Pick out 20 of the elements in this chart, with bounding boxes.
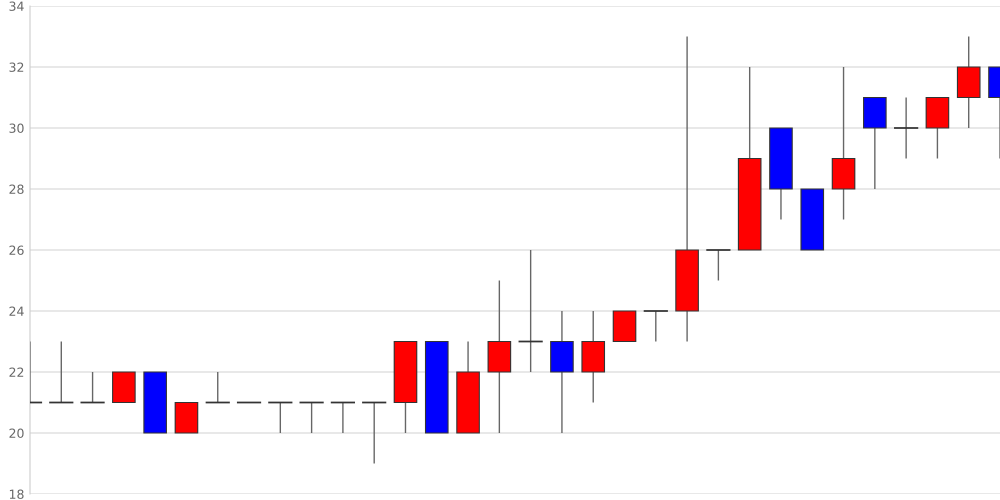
y-tick-label: 32 xyxy=(9,62,24,72)
candlestick xyxy=(330,402,356,434)
candlestick xyxy=(206,371,230,404)
y-tick-label: 34 xyxy=(9,1,24,11)
candlestick xyxy=(362,402,386,464)
y-tick-label: 22 xyxy=(9,367,24,377)
candlestick xyxy=(894,96,918,160)
candlestick xyxy=(80,371,105,404)
y-tick-label: 18 xyxy=(10,489,24,499)
y-tick-label: 26 xyxy=(9,245,24,255)
y-tick-label: 30 xyxy=(9,123,24,133)
candlestick xyxy=(706,249,730,282)
y-tick-label: 24 xyxy=(9,306,24,316)
candlestick xyxy=(49,340,74,404)
y-tick-label: 20 xyxy=(9,428,24,438)
candlestick xyxy=(300,402,324,434)
candlestick xyxy=(268,402,292,434)
candlestick xyxy=(518,249,543,373)
candlestick xyxy=(644,310,668,342)
y-tick-label: 28 xyxy=(9,184,24,194)
